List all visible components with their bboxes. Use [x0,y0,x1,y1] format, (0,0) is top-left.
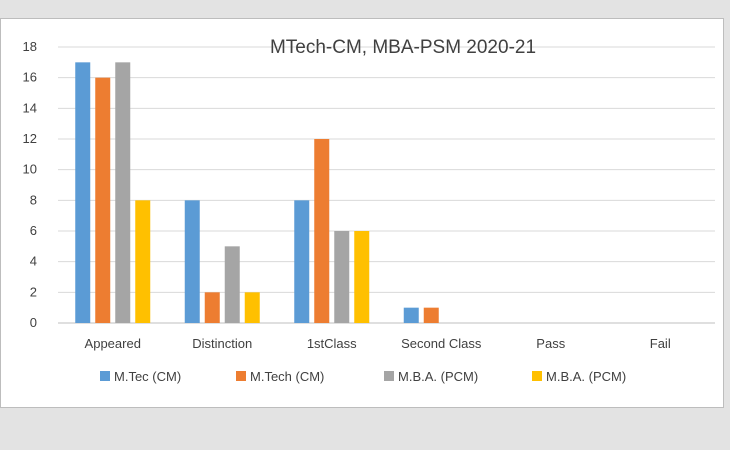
category-label: Pass [536,336,565,351]
bar [314,139,330,323]
legend-label: M.B.A. (PCM) [398,369,478,384]
bar [135,200,151,323]
legend-swatch [384,371,394,381]
bar [95,77,111,323]
category-label: Second Class [401,336,482,351]
bar [423,307,439,323]
chart-title: MTech-CM, MBA-PSM 2020-21 [270,37,536,58]
category-label: Fail [650,336,671,351]
bar [354,231,370,323]
bar [244,292,260,323]
y-tick-label: 4 [30,254,37,269]
chart-frame: 0 2 4 6 8 10 12 14 16 18 Appeared Distinction 1stCl… [0,18,724,408]
gridlines [58,46,715,324]
legend-label: M.B.A. (PCM) [546,369,626,384]
x-axis-categories: Appeared Distinction 1stClass Second Class P… [85,336,671,351]
legend-label: M.Tech (CM) [250,369,324,384]
bar [294,200,310,323]
bar [224,246,240,323]
legend-swatch [100,371,110,381]
legend-swatch [532,371,542,381]
bar [115,62,131,323]
category-label: Appeared [85,336,141,351]
legend-label: M.Tec (CM) [114,369,181,384]
y-tick-label: 2 [30,284,37,299]
bars [75,62,439,323]
legend: M.Tec (CM) M.Tech (CM) M.B.A. (PCM) M.B.A. … [100,369,626,384]
y-tick-label: 10 [23,162,37,177]
bar-chart: 0 2 4 6 8 10 12 14 16 18 Appeared Distinction 1stCl… [23,37,715,384]
bar [184,200,200,323]
y-tick-label: 14 [23,100,37,115]
y-axis-ticks: 0 2 4 6 8 10 12 14 16 18 [23,39,37,330]
bar [204,292,220,323]
y-tick-label: 12 [23,131,37,146]
bar [403,307,419,323]
legend-swatch [236,371,246,381]
category-label: Distinction [192,336,252,351]
y-tick-label: 18 [23,39,37,54]
bar [75,62,91,323]
y-tick-label: 8 [30,192,37,207]
bar [334,231,350,323]
y-tick-label: 6 [30,223,37,238]
category-label: 1stClass [307,336,357,351]
y-tick-label: 0 [30,315,37,330]
y-tick-label: 16 [23,70,37,85]
